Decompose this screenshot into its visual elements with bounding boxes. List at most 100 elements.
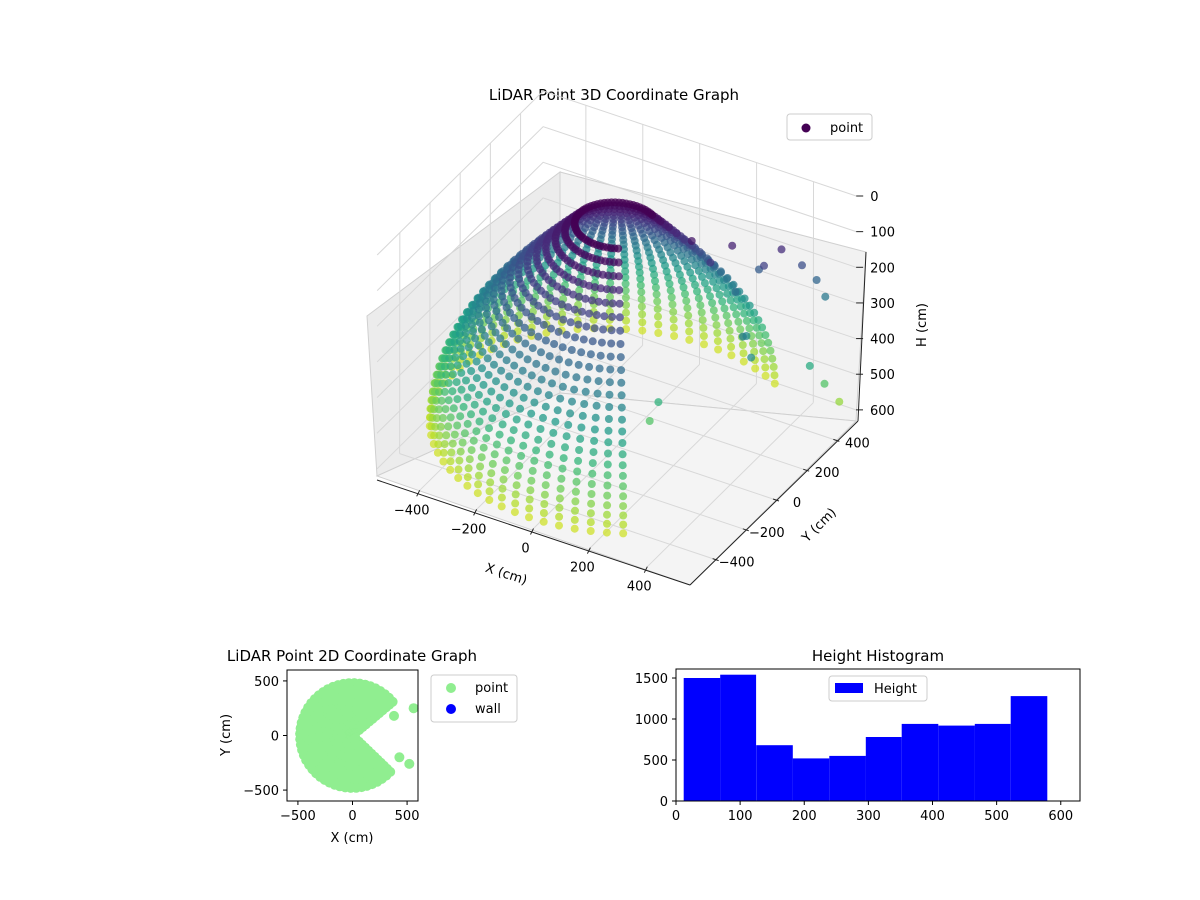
point-3d [740,309,749,318]
y-tick-mark [772,498,780,502]
point-3d [513,471,522,480]
point-3d [553,406,562,415]
point-3d [507,436,515,445]
point-3d [482,310,491,318]
point-3d [492,377,500,386]
point-3d [669,315,678,324]
point-3d [482,303,490,312]
point-3d [498,484,507,493]
point-3d [464,464,473,473]
point-3d [460,429,469,438]
point-3d [474,341,483,350]
point-3d [471,334,480,343]
point-3d [709,277,718,286]
point-3d [474,480,483,489]
point-3d [609,285,617,294]
point-3d [670,332,679,340]
point-3d [555,521,563,530]
point-3d [465,455,474,464]
point-3d [725,326,734,335]
y-tick-label: 0 [271,730,279,745]
point-3d [434,440,443,449]
point-3d [750,308,759,317]
point-3d [713,337,722,346]
height-histogram: Height Histogram 0 100 200 300 400 500 600 0 500… [635,647,1081,824]
point-3d [480,331,489,340]
point-3d [621,273,630,282]
point-3d [520,323,529,332]
point-3d [486,478,495,487]
y-tick-label: 200 [815,466,840,481]
point-3d [519,393,528,402]
point-3d [656,217,665,225]
point-3d [551,417,560,426]
point-3d [549,428,558,437]
point-3d [622,301,630,309]
point-3d [579,335,588,344]
point-3d [777,245,786,254]
point-3d [761,363,770,372]
point-3d [479,443,488,452]
point-3d [545,309,554,318]
point-3d [539,305,548,314]
point-3d [606,279,615,288]
point-3d [458,438,467,447]
point-3d [488,414,497,423]
point-3d [447,448,456,457]
point-3d [498,420,507,429]
y-tick-mark [712,558,719,562]
point-3d [559,315,568,324]
point-3d [723,274,732,282]
point-3d [700,340,708,349]
legend-label-point: point [830,121,863,136]
point-3d [571,333,579,342]
point-3d [716,267,725,276]
point-3d [679,283,688,292]
point-3d [587,499,596,508]
x-tick-label: 0 [672,809,680,824]
legend-marker-wall [446,704,456,714]
point-3d [433,448,442,457]
point-3d [593,389,602,398]
point-3d [619,520,628,529]
z-tick-label: 500 [870,368,895,383]
point-3d [619,492,628,501]
point-2d [394,752,405,763]
point-3d [479,407,487,416]
chart-2d-x-axis-label: X (cm) [331,831,374,846]
point-3d [475,417,484,426]
point-3d [454,465,463,474]
histogram-legend: Height [828,675,928,702]
point-3d [603,491,612,500]
point-3d [754,316,763,325]
point-3d [693,287,701,296]
point-3d [533,317,542,325]
point-3d [550,340,559,348]
point-3d [685,335,694,344]
point-3d [496,393,504,402]
point-3d [545,352,554,361]
point-3d [648,210,657,219]
y-tick-label: 0 [793,496,801,511]
point-3d [706,292,714,301]
point-3d [564,303,573,312]
point-3d [564,420,573,429]
point-3d [521,431,530,440]
point-3d [484,316,493,325]
point-3d [706,258,715,267]
point-3d [685,327,694,336]
point-3d [435,388,443,397]
point-3d [526,486,535,495]
x-tick-label: 200 [570,561,595,576]
chart-2d-title: LiDAR Point 2D Coordinate Graph [227,647,477,665]
x-tick-label: 500 [395,809,420,824]
point-3d [768,354,777,363]
x-tick-label: 400 [920,809,945,824]
point-3d [456,412,465,421]
point-3d [570,305,579,314]
point-3d [604,438,613,447]
point-3d [761,371,770,380]
point-3d [605,378,614,387]
point-3d [544,391,553,400]
